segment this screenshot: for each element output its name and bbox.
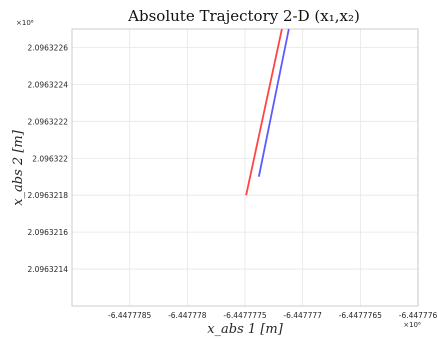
chart-title: Absolute Trajectory 2-D (x₁,x₂) [127,7,360,25]
plot-area-frame [71,28,419,307]
grid [72,29,419,306]
y-tick-label: 2.0963226 [27,43,68,52]
x-tick-label: -6.4477775 [223,311,266,320]
series-group [245,28,290,196]
y-axis-label: x_abs 2 [m] [11,129,26,206]
y-axis-multiplier: ×10⁶ [16,19,34,27]
x-axis-label: x_abs 1 [m] [207,322,284,337]
y-tick-label: 2.0963216 [27,228,68,237]
x-axis-multiplier: ×10⁶ [403,321,421,329]
x-tick-label: -6.4477765 [339,311,382,320]
y-tick-label: 2.0963224 [27,80,68,89]
x-tick-labels: -6.4477785 -6.447778 -6.4477775 -6.447777 -6… [108,311,437,320]
x-tick-label: -6.447776 [399,311,438,320]
x-tick-label: -6.447778 [168,311,207,320]
y-tick-label: 2.096322 [32,154,68,163]
y-tick-label: 2.0963218 [27,191,68,200]
y-tick-labels: 2.0963214 2.0963216 2.0963218 2.096322 2.096… [27,43,68,274]
y-tick-label: 2.0963222 [27,117,68,126]
series-line-2 [257,28,290,177]
y-tick-label: 2.0963214 [27,265,68,274]
x-tick-label: -6.447777 [283,311,322,320]
x-tick-label: -6.4477785 [108,311,151,320]
series-line-1 [245,28,283,196]
